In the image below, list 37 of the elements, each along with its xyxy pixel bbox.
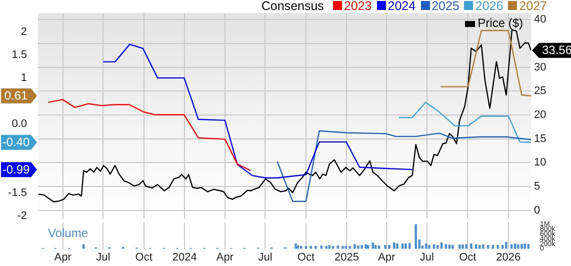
y-tick-label: -1.5 bbox=[8, 187, 27, 200]
y2-tick-label: 0 bbox=[534, 204, 540, 216]
y-tick-label: 2 bbox=[20, 26, 27, 38]
y2-tick-label: 40 bbox=[534, 14, 546, 26]
x-tick-label: Jul bbox=[420, 251, 434, 264]
y2-tick-label: 15 bbox=[534, 132, 546, 145]
y2-tick-label: 20 bbox=[534, 109, 546, 122]
x-tick-label: Oct bbox=[459, 251, 476, 264]
y2-tick-label: 25 bbox=[534, 85, 546, 98]
y2-tick-label: 30 bbox=[534, 61, 546, 74]
text: -0.40 bbox=[2, 135, 30, 150]
x-tick-label: Oct bbox=[297, 251, 315, 264]
legend-title: Consensus bbox=[261, 0, 324, 13]
x-tick-label: Apr bbox=[216, 251, 234, 264]
x-tick-label: 2026 bbox=[496, 251, 521, 264]
y-tick-label: 0.0 bbox=[12, 118, 27, 130]
legend-label: 2026 bbox=[475, 0, 504, 13]
legend-label: Volume bbox=[48, 226, 88, 240]
x-tick-label: Jul bbox=[96, 251, 110, 264]
text: 0.61 bbox=[4, 88, 28, 103]
x-tick-label: 2025 bbox=[334, 251, 359, 264]
x-tick-label: Apr bbox=[378, 251, 396, 264]
x-tick-label: Apr bbox=[54, 251, 72, 264]
y-tick-label: -2 bbox=[17, 210, 27, 222]
x-tick-label: 2024 bbox=[172, 251, 197, 264]
legend-label: Price ($) bbox=[478, 16, 523, 30]
y-tick-label: 1 bbox=[20, 72, 27, 84]
y2-tick-label: 10 bbox=[534, 156, 546, 169]
y-tick-label: 1.5 bbox=[12, 48, 27, 61]
text: -0.99 bbox=[2, 162, 30, 176]
legend-label: 2024 bbox=[388, 0, 416, 13]
legend-label: 2023 bbox=[344, 0, 372, 13]
x-tick-label: Jul bbox=[258, 251, 272, 264]
legend-label: 2027 bbox=[519, 0, 547, 13]
y2-tick-label: 5 bbox=[534, 180, 540, 192]
legend-label: 2025 bbox=[432, 0, 460, 13]
x-tick-label: Oct bbox=[135, 251, 152, 264]
